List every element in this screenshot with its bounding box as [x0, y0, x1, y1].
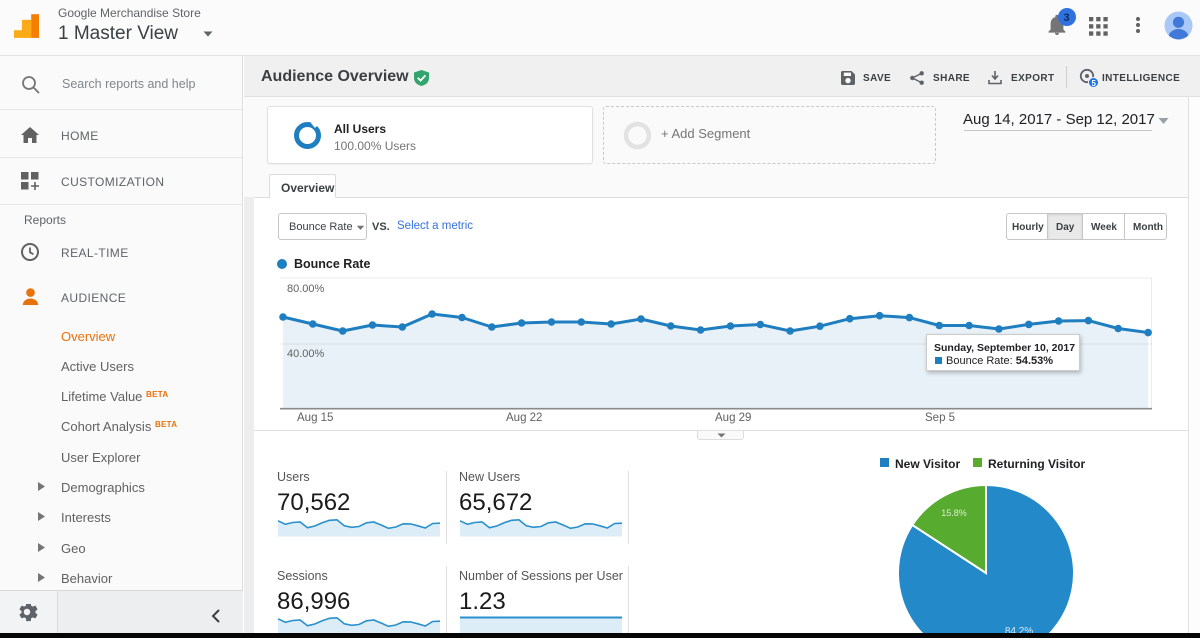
svg-text:15.8%: 15.8%: [941, 508, 967, 518]
svg-text:84.2%: 84.2%: [1005, 626, 1033, 637]
